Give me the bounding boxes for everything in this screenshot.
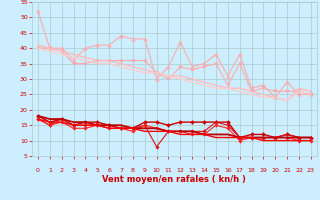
X-axis label: Vent moyen/en rafales ( kn/h ): Vent moyen/en rafales ( kn/h ): [102, 175, 246, 184]
